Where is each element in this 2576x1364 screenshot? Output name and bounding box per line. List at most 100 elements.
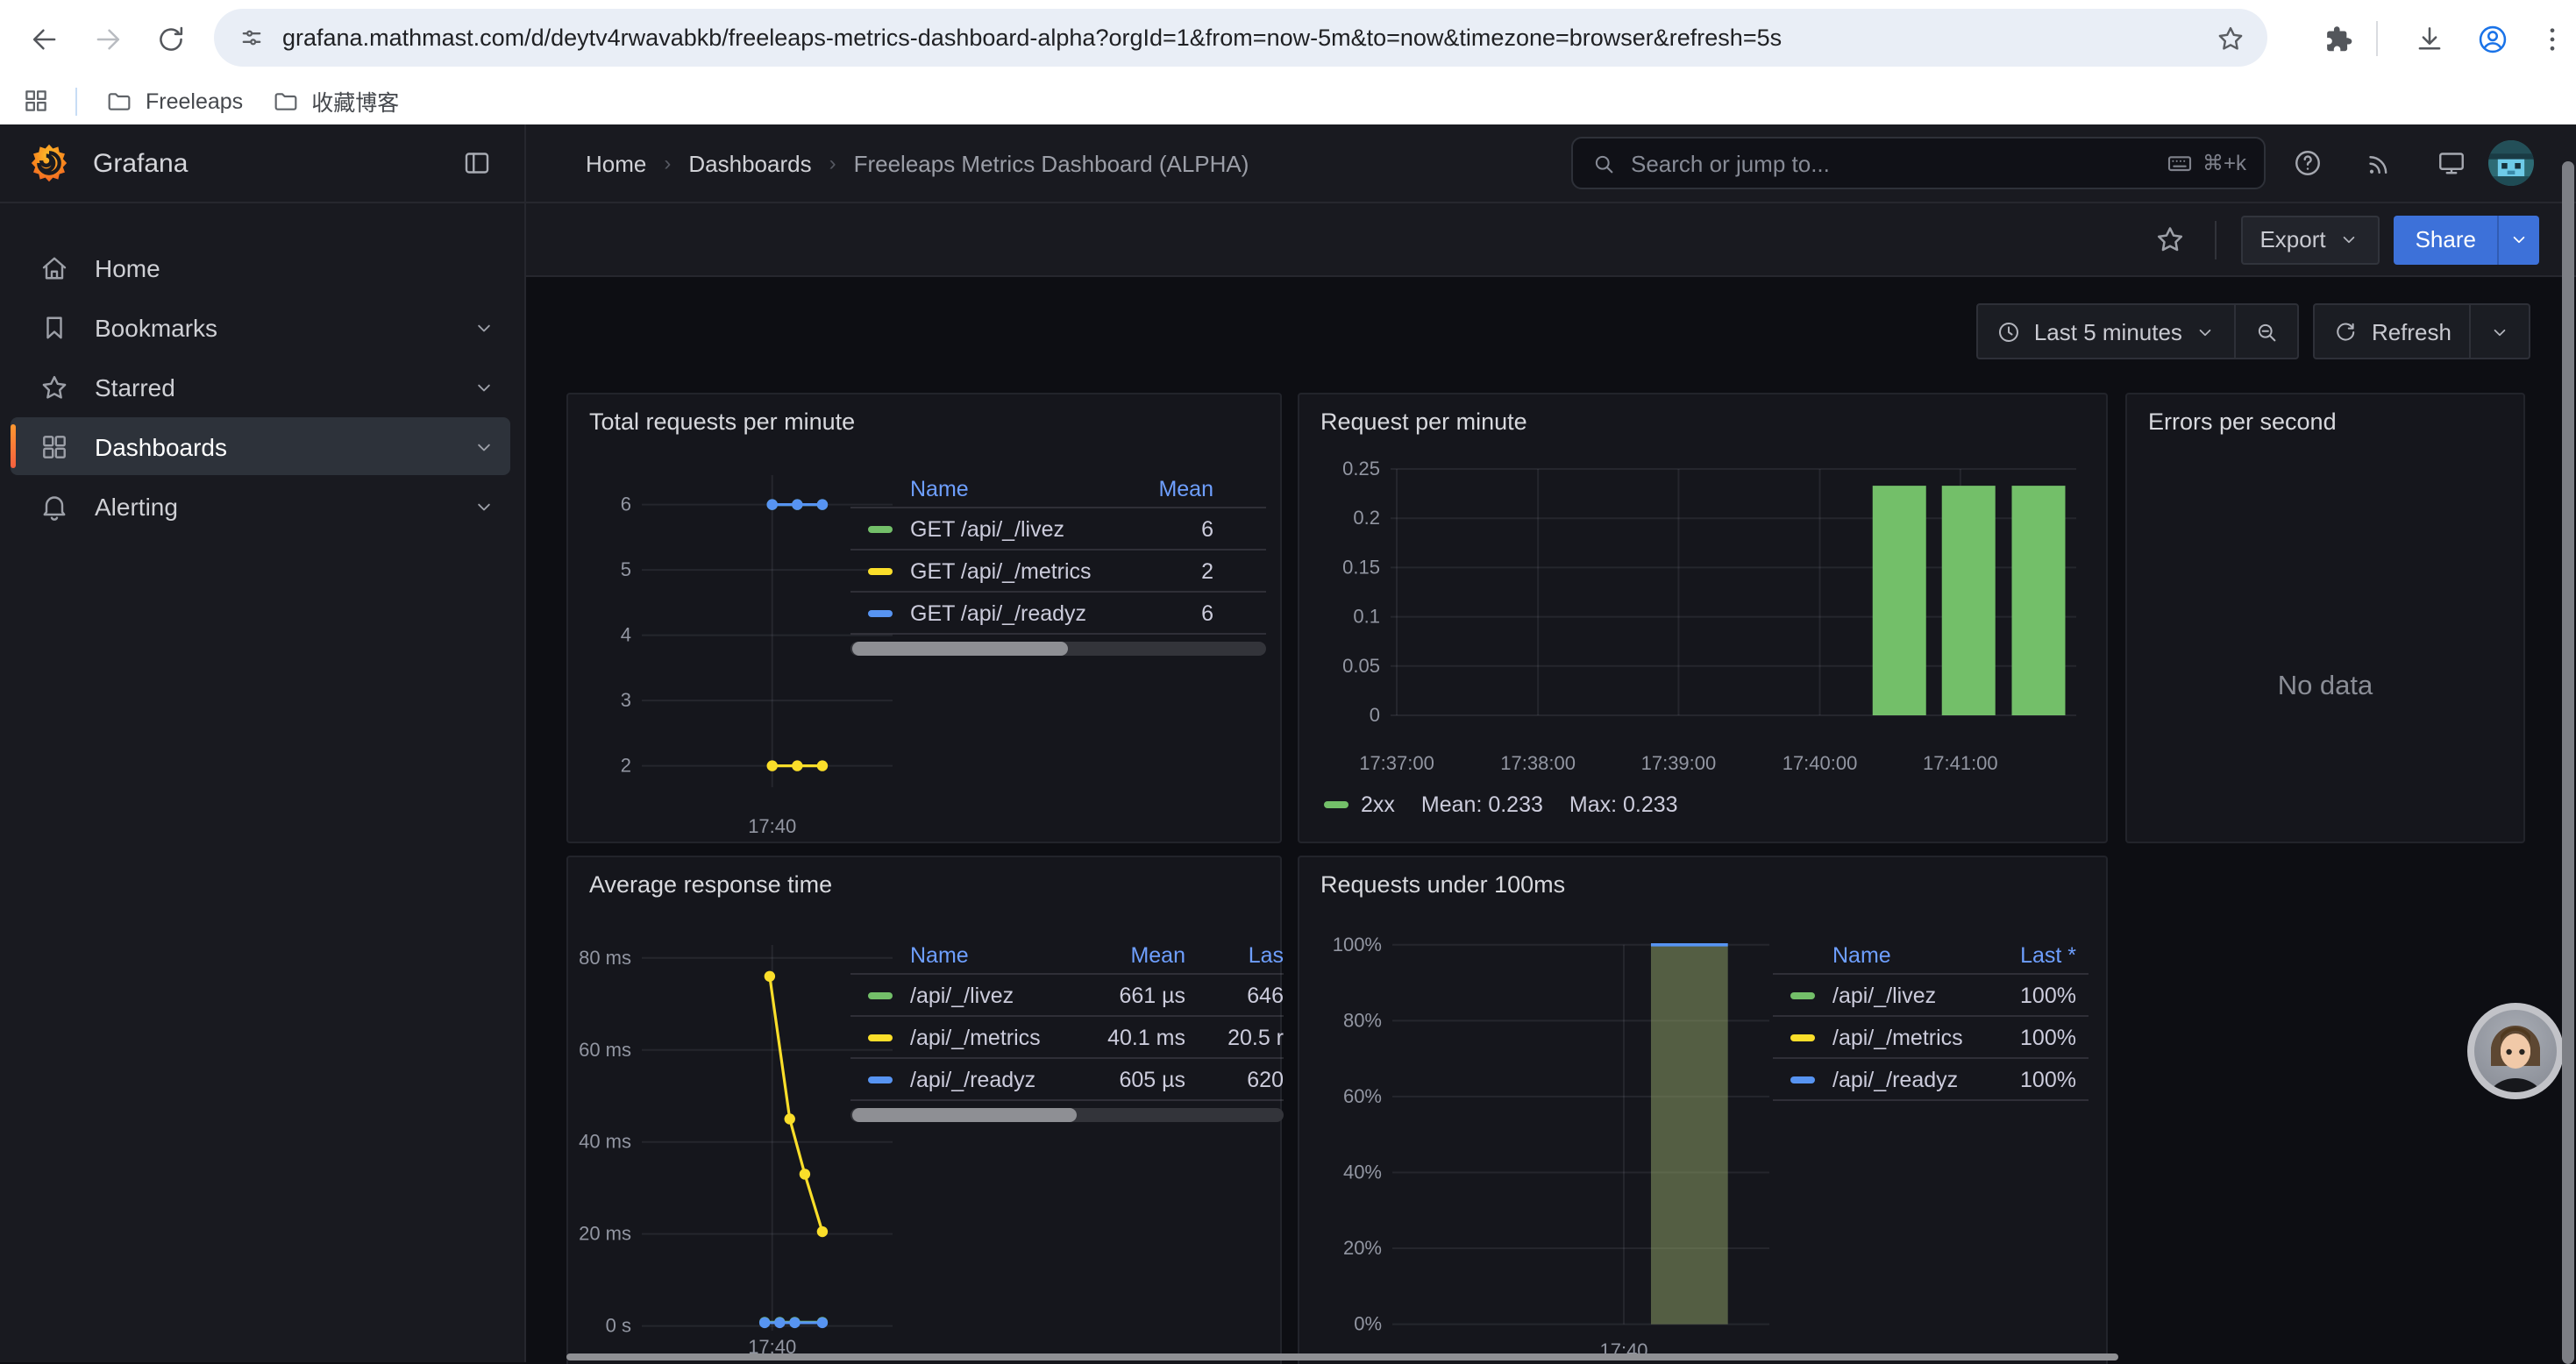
legend-table-row[interactable]: GET /api/_/readyz6 [850, 591, 1266, 633]
sidebar-item-home[interactable]: Home [11, 238, 510, 296]
chevron-down-icon[interactable] [472, 494, 496, 518]
panel-title[interactable]: Average response time [589, 871, 832, 898]
series-value: 646 [1185, 983, 1284, 1007]
assistant-avatar[interactable] [2467, 1003, 2564, 1099]
sidebar: Grafana HomeBookmarksStarredDashboardsAl… [0, 124, 526, 1362]
breadcrumb-separator: › [664, 151, 671, 175]
series-name: /api/_/livez [1832, 983, 1978, 1007]
legend-table-row[interactable]: /api/_/livez661 µs646 [850, 973, 1284, 1015]
time-range-label: Last 5 minutes [2034, 318, 2182, 345]
column-header[interactable]: Mean [1073, 943, 1185, 968]
browser-toolbar: grafana.mathmast.com/d/deytv4rwavabkb/fr… [0, 0, 2576, 77]
zoom-out-button[interactable] [2237, 305, 2298, 358]
legend-mean: Mean: 0.233 [1421, 792, 1543, 817]
collapse-sidebar-icon[interactable] [461, 147, 493, 179]
legend-table-row[interactable]: /api/_/readyz100% [1773, 1057, 2089, 1099]
legend-table: NameLast * /api/_/livez100%/api/_/metrics… [1773, 938, 2089, 1101]
bookmark-star-icon[interactable] [2215, 22, 2246, 53]
time-range-picker[interactable]: Last 5 minutes [1978, 305, 2235, 358]
column-header[interactable]: Name [1832, 943, 1978, 968]
sidebar-item-label: Home [95, 253, 160, 281]
breadcrumb-dashboards[interactable]: Dashboards [688, 150, 811, 176]
forward-icon[interactable] [77, 9, 137, 68]
share-chevron-button[interactable] [2497, 215, 2539, 264]
column-header[interactable]: Mean [1122, 477, 1213, 501]
site-info-icon[interactable] [237, 23, 267, 53]
sidebar-item-dashboards[interactable]: Dashboards [11, 417, 510, 475]
search-input[interactable]: Search or jump to... ⌘+k [1571, 137, 2266, 189]
table-horizontal-scrollbar[interactable] [850, 642, 1266, 656]
legend-table-row[interactable]: /api/_/metrics100% [1773, 1015, 2089, 1057]
svg-text:60%: 60% [1343, 1085, 1382, 1107]
download-icon[interactable] [2399, 9, 2459, 68]
column-header[interactable]: Name [910, 943, 1073, 968]
reload-icon[interactable] [140, 9, 200, 68]
legend-table-row[interactable]: /api/_/livez100% [1773, 973, 2089, 1015]
breadcrumb-home[interactable]: Home [586, 150, 646, 176]
monitor-icon[interactable] [2436, 147, 2467, 179]
url-text[interactable]: grafana.mathmast.com/d/deytv4rwavabkb/fr… [282, 25, 2215, 51]
svg-text:17:40: 17:40 [748, 815, 796, 837]
legend-series-name[interactable]: 2xx [1361, 792, 1395, 817]
legend-table-row[interactable]: GET /api/_/livez6 [850, 507, 1266, 549]
refresh-button[interactable]: Refresh [2316, 305, 2469, 358]
panel-title[interactable]: Total requests per minute [589, 408, 855, 435]
series-name: /api/_/readyz [1832, 1067, 1978, 1091]
column-header[interactable]: Name [910, 477, 1122, 501]
series-swatch [1790, 1034, 1815, 1041]
series-value: 6 [1122, 516, 1213, 541]
scrollbar-thumb[interactable] [852, 1108, 1078, 1122]
request-per-minute-chart[interactable]: 0.250.20.150.10.05017:37:0017:38:0017:39… [1299, 394, 2110, 854]
sidebar-item-label: Starred [95, 373, 175, 401]
column-header[interactable]: Las [1185, 943, 1284, 968]
sidebar-item-alerting[interactable]: Alerting [11, 477, 510, 535]
svg-text:0%: 0% [1354, 1313, 1382, 1335]
bookmark-label: Freeleaps [146, 89, 243, 113]
svg-text:5: 5 [621, 558, 631, 580]
favorite-star-icon[interactable] [2153, 223, 2186, 256]
svg-text:0.25: 0.25 [1342, 458, 1380, 480]
profile-icon[interactable] [2462, 9, 2522, 68]
horizontal-scrollbar[interactable] [566, 1353, 2118, 1360]
news-icon[interactable] [2364, 147, 2395, 179]
share-button[interactable]: Share [2395, 215, 2497, 264]
user-avatar[interactable] [2488, 140, 2534, 186]
legend-table: NameMean GET /api/_/livez6GET /api/_/metr… [850, 472, 1266, 656]
series-name: /api/_/metrics [910, 1025, 1073, 1049]
menu-kebab-icon[interactable] [2522, 9, 2576, 68]
series-swatch [868, 1076, 893, 1083]
main-area: Home › Dashboards › Freeleaps Metrics Da… [526, 124, 2576, 1362]
sidebar-item-bookmarks[interactable]: Bookmarks [11, 298, 510, 356]
chevron-down-icon[interactable] [472, 434, 496, 458]
series-swatch [868, 991, 893, 998]
scrollbar-thumb[interactable] [852, 642, 1068, 656]
bookmark-folder-freeleaps[interactable]: Freeleaps [105, 87, 243, 115]
sidebar-item-starred[interactable]: Starred [11, 358, 510, 416]
legend-table-row[interactable]: /api/_/readyz605 µs620 [850, 1057, 1284, 1099]
share-button-group: Share [2395, 215, 2539, 264]
grid-icon [39, 430, 70, 462]
svg-text:0: 0 [1370, 704, 1380, 726]
grafana-logo-icon[interactable] [26, 140, 72, 186]
column-header[interactable]: Last * [1978, 943, 2076, 968]
panel-title[interactable]: Request per minute [1320, 408, 1527, 435]
apps-grid-icon[interactable] [21, 86, 51, 116]
export-button[interactable]: Export [2240, 215, 2380, 264]
bookmark-folder-blogs[interactable]: 收藏博客 [271, 84, 399, 117]
refresh-interval-button[interactable] [2471, 305, 2529, 358]
search-icon [1590, 150, 1617, 176]
url-bar[interactable]: grafana.mathmast.com/d/deytv4rwavabkb/fr… [214, 9, 2267, 67]
back-icon[interactable] [14, 9, 74, 68]
help-icon[interactable] [2292, 147, 2323, 179]
vertical-scrollbar[interactable] [2562, 161, 2574, 1364]
chevron-down-icon[interactable] [472, 315, 496, 339]
panel-title[interactable]: Requests under 100ms [1320, 871, 1565, 898]
table-horizontal-scrollbar[interactable] [850, 1108, 1284, 1122]
extensions-icon[interactable] [2308, 9, 2367, 68]
panel-title[interactable]: Errors per second [2148, 408, 2337, 435]
chevron-down-icon[interactable] [472, 374, 496, 399]
requests-under-100ms-chart[interactable]: 100%80%60%40%20%0%17:40 [1299, 857, 2110, 1364]
legend-table-header: NameMeanLas [850, 938, 1284, 973]
legend-table-row[interactable]: GET /api/_/metrics2 [850, 549, 1266, 591]
legend-table-row[interactable]: /api/_/metrics40.1 ms20.5 r [850, 1015, 1284, 1057]
